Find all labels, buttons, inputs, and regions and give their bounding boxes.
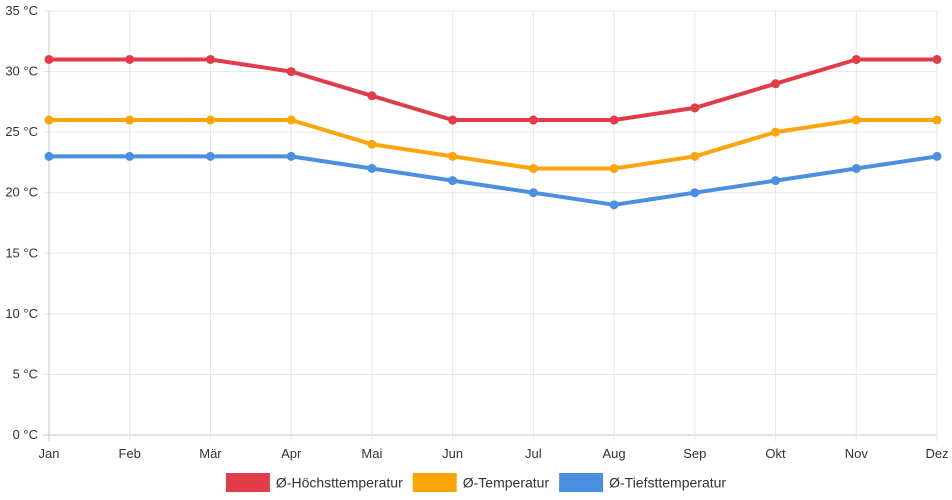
y-tick-label: 0 °C [13, 427, 38, 442]
data-point[interactable] [367, 163, 377, 173]
data-point[interactable] [125, 151, 135, 161]
x-tick-label: Apr [281, 446, 302, 461]
legend-swatch [559, 473, 604, 492]
series-line [47, 154, 939, 207]
x-tick-label: Feb [119, 446, 141, 461]
data-point[interactable] [528, 163, 538, 173]
legend-item[interactable]: Ø-Temperatur [412, 473, 550, 492]
x-tick-label: Dez [925, 446, 948, 461]
x-tick-label: Mär [199, 446, 222, 461]
data-point[interactable] [528, 115, 538, 125]
legend-swatch [225, 473, 270, 492]
series-2 [44, 115, 942, 173]
y-tick-label: 20 °C [5, 185, 38, 200]
data-point[interactable] [690, 188, 700, 198]
data-point[interactable] [448, 115, 458, 125]
data-point[interactable] [205, 151, 215, 161]
legend-label: Ø-Temperatur [463, 475, 550, 491]
legend-label: Ø-Höchsttemperatur [276, 475, 403, 491]
data-point[interactable] [851, 163, 861, 173]
axis-layer: 0 °C 5 °C 10 °C 15 °C 20 °C 25 °C 30 °C 35 °C Ja… [5, 3, 948, 461]
grid-layer [43, 10, 938, 441]
x-tick-label: Nov [845, 446, 869, 461]
data-point[interactable] [932, 115, 942, 125]
data-point[interactable] [528, 188, 538, 198]
data-point[interactable] [609, 115, 619, 125]
data-point[interactable] [771, 127, 781, 137]
data-point[interactable] [932, 151, 942, 161]
data-point[interactable] [690, 151, 700, 161]
legend-item[interactable]: Ø-Tiefsttemperatur [559, 473, 726, 492]
x-tick-label: Okt [765, 446, 786, 461]
data-point[interactable] [771, 176, 781, 186]
data-point[interactable] [851, 115, 861, 125]
y-tick-label: 5 °C [13, 366, 38, 381]
data-point[interactable] [286, 151, 296, 161]
data-point[interactable] [125, 115, 135, 125]
data-point[interactable] [286, 115, 296, 125]
series-layer [44, 54, 942, 210]
series-line [47, 118, 939, 171]
y-tick-label: 35 °C [5, 3, 38, 18]
series-3 [44, 151, 942, 210]
legend-label: Ø-Tiefsttemperatur [609, 475, 726, 491]
data-point[interactable] [367, 139, 377, 149]
x-tick-label: Mai [361, 446, 382, 461]
x-tick-label: Jun [442, 446, 463, 461]
data-point[interactable] [932, 54, 942, 64]
data-point[interactable] [690, 103, 700, 113]
x-tick-label: Sep [683, 446, 706, 461]
data-point[interactable] [205, 115, 215, 125]
y-tick-label: 10 °C [5, 306, 38, 321]
data-point[interactable] [44, 115, 54, 125]
legend-item[interactable]: Ø-Höchsttemperatur [225, 473, 403, 492]
legend-swatch [412, 473, 457, 492]
data-point[interactable] [771, 79, 781, 89]
series-1 [44, 54, 942, 125]
y-tick-label: 15 °C [5, 245, 38, 260]
data-point[interactable] [448, 151, 458, 161]
x-tick-label: Jul [525, 446, 542, 461]
data-point[interactable] [125, 54, 135, 64]
data-point[interactable] [851, 54, 861, 64]
data-point[interactable] [44, 54, 54, 64]
y-tick-label: 25 °C [5, 124, 38, 139]
y-tick-label: 30 °C [5, 64, 38, 79]
x-tick-label: Aug [603, 446, 626, 461]
data-point[interactable] [205, 54, 215, 64]
legend[interactable]: Ø-Höchsttemperatur Ø-Temperatur Ø-Tiefstte… [225, 473, 726, 492]
data-point[interactable] [448, 176, 458, 186]
data-point[interactable] [44, 151, 54, 161]
x-tick-label: Jan [39, 446, 60, 461]
data-point[interactable] [367, 91, 377, 101]
data-point[interactable] [286, 67, 296, 77]
series-line [47, 57, 939, 122]
data-point[interactable] [609, 163, 619, 173]
data-point[interactable] [609, 200, 619, 210]
